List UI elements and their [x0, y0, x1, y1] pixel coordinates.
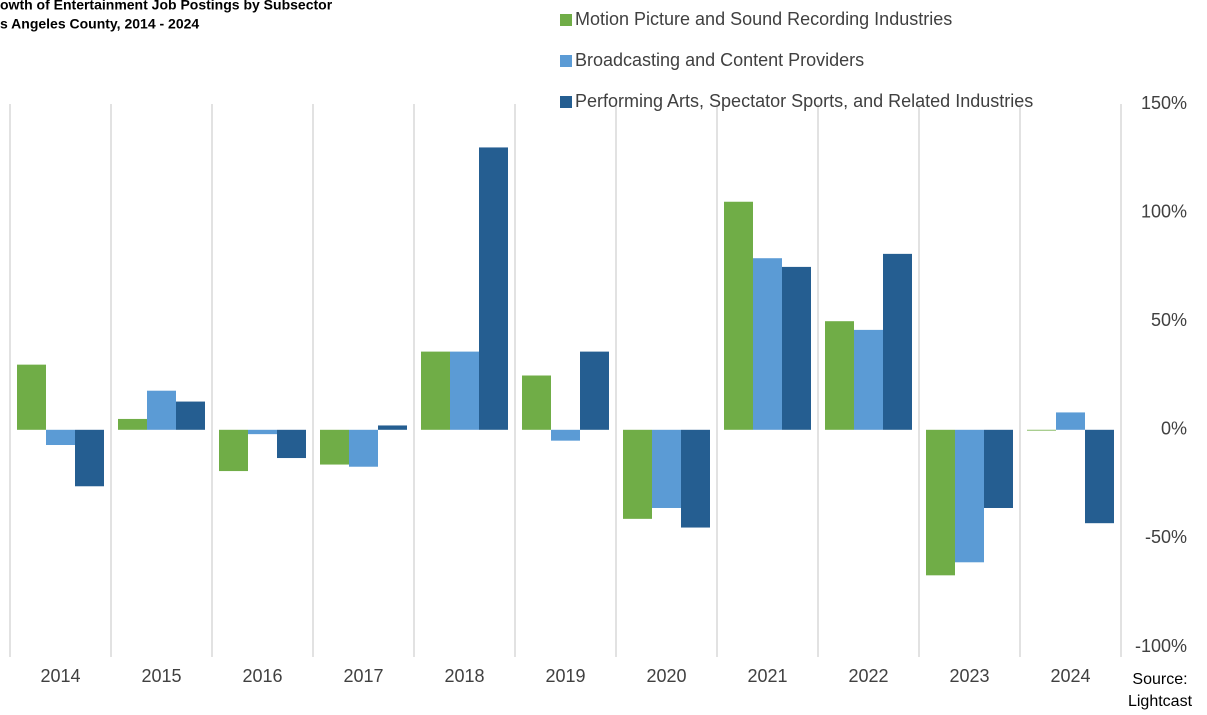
chart-title: s Angeles County, 2014 - 2024 — [0, 16, 199, 32]
bar — [724, 201, 753, 430]
legend-label: Motion Picture and Sound Recording Indus… — [575, 9, 952, 29]
y-tick-label: 150% — [1141, 93, 1187, 113]
bar — [623, 429, 652, 519]
bar — [248, 429, 277, 435]
legend-swatch — [560, 14, 572, 26]
bar — [652, 429, 681, 508]
bar — [17, 364, 46, 430]
bar — [1027, 429, 1056, 431]
x-tick-label: 2016 — [242, 666, 282, 686]
y-tick-label: -100% — [1135, 636, 1187, 656]
bar — [753, 258, 782, 430]
bar — [479, 147, 508, 430]
bar — [955, 429, 984, 563]
legend-label: Performing Arts, Spectator Sports, and R… — [575, 91, 1033, 111]
y-tick-label: 50% — [1151, 310, 1187, 330]
bar — [277, 429, 306, 459]
y-tick-label: -50% — [1145, 527, 1187, 547]
x-tick-label: 2015 — [141, 666, 181, 686]
legend-swatch — [560, 55, 572, 67]
bar — [421, 351, 450, 430]
bar — [46, 429, 75, 446]
x-tick-label: 2019 — [545, 666, 585, 686]
legend-label: Broadcasting and Content Providers — [575, 50, 864, 70]
y-tick-label: 0% — [1161, 419, 1187, 439]
bar — [825, 321, 854, 430]
x-tick-label: 2017 — [343, 666, 383, 686]
bar — [118, 418, 147, 430]
x-tick-label: 2022 — [848, 666, 888, 686]
source: Source: — [1132, 671, 1187, 688]
x-tick-label: 2020 — [646, 666, 686, 686]
bar — [551, 429, 580, 441]
x-tick-label: 2024 — [1050, 666, 1090, 686]
x-tick-label: 2023 — [949, 666, 989, 686]
bar — [681, 429, 710, 528]
bar — [1085, 429, 1114, 524]
bar — [883, 253, 912, 430]
x-tick-label: 2018 — [444, 666, 484, 686]
bar — [219, 429, 248, 472]
bar — [580, 351, 609, 430]
bar — [926, 429, 955, 576]
x-tick-label: 2021 — [747, 666, 787, 686]
chart-title: owth of Entertainment Job Postings by Su… — [0, 0, 333, 13]
bar — [349, 429, 378, 467]
bar — [75, 429, 104, 487]
bar — [522, 375, 551, 430]
source: Lightcast — [1128, 693, 1193, 710]
bar — [1056, 412, 1085, 430]
bar — [782, 266, 811, 430]
bar — [984, 429, 1013, 508]
bar — [854, 329, 883, 430]
bar — [176, 401, 205, 430]
bar — [378, 425, 407, 430]
legend-swatch — [560, 96, 572, 108]
x-tick-label: 2014 — [40, 666, 80, 686]
bar — [450, 351, 479, 430]
bar — [147, 390, 176, 430]
bar — [320, 429, 349, 465]
y-tick-label: 100% — [1141, 201, 1187, 221]
